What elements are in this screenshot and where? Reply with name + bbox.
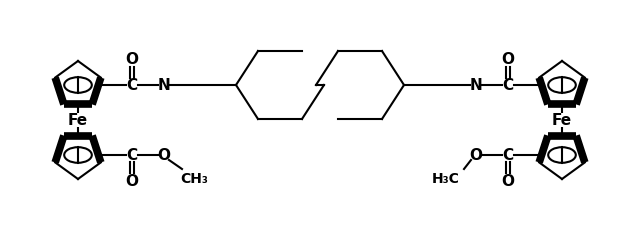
Text: O: O xyxy=(157,147,170,163)
Text: Fe: Fe xyxy=(68,113,88,127)
Text: C: C xyxy=(127,77,138,92)
Text: O: O xyxy=(502,51,515,66)
Text: C: C xyxy=(127,147,138,163)
Text: CH₃: CH₃ xyxy=(180,172,208,186)
Text: O: O xyxy=(125,51,138,66)
Text: H₃C: H₃C xyxy=(432,172,460,186)
Text: Fe: Fe xyxy=(552,113,572,127)
Text: O: O xyxy=(502,174,515,189)
Text: O: O xyxy=(125,174,138,189)
Text: O: O xyxy=(470,147,483,163)
Text: C: C xyxy=(502,77,513,92)
Text: N: N xyxy=(470,77,483,92)
Text: N: N xyxy=(157,77,170,92)
Text: C: C xyxy=(502,147,513,163)
